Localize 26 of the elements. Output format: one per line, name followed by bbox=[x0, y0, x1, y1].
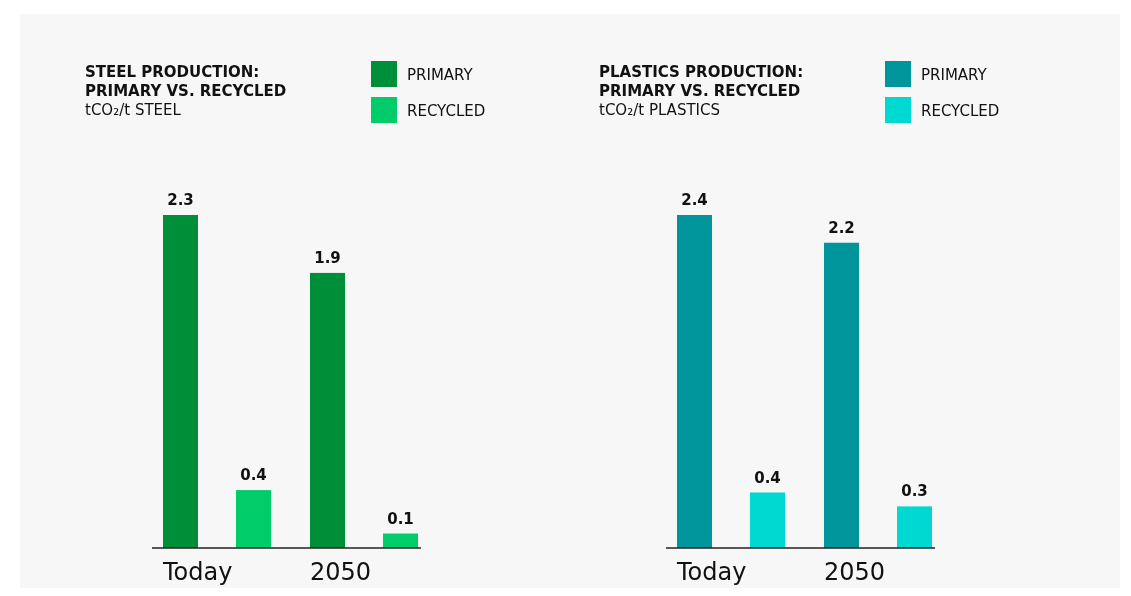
data-label: 0.1 bbox=[387, 509, 414, 528]
chart-subtitle: tCO₂/t STEEL bbox=[85, 101, 182, 119]
bar bbox=[824, 242, 859, 548]
x-tick-label: 2050 bbox=[310, 558, 372, 586]
data-label: 0.4 bbox=[754, 468, 781, 487]
bar bbox=[236, 490, 271, 548]
x-tick-label: Today bbox=[676, 558, 747, 586]
bar bbox=[677, 215, 712, 548]
bar bbox=[310, 272, 345, 548]
chart-subtitle: tCO₂/t PLASTICS bbox=[599, 101, 720, 119]
legend-label: PRIMARY bbox=[407, 66, 474, 84]
bar bbox=[897, 506, 932, 548]
data-label: 2.4 bbox=[681, 191, 708, 209]
data-label: 1.9 bbox=[314, 248, 341, 267]
bar bbox=[750, 492, 785, 548]
data-label: 0.4 bbox=[240, 466, 267, 485]
legend-label: RECYCLED bbox=[407, 102, 486, 120]
legend-label: RECYCLED bbox=[921, 102, 1000, 120]
bar bbox=[383, 533, 418, 548]
legend-label: PRIMARY bbox=[921, 66, 988, 84]
data-label: 2.3 bbox=[167, 191, 194, 209]
data-label: 2.2 bbox=[828, 218, 855, 237]
data-label: 0.3 bbox=[901, 482, 928, 501]
x-tick-label: 2050 bbox=[824, 558, 886, 586]
bar bbox=[163, 215, 198, 548]
x-tick-label: Today bbox=[162, 558, 233, 586]
